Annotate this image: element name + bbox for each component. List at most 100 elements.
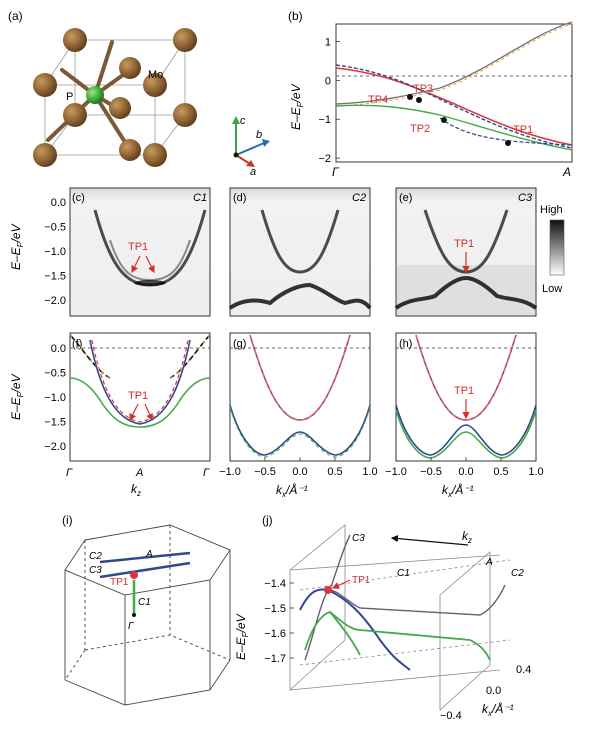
axis-a-label: a	[250, 166, 256, 178]
f-xtick-gamma-right: Γ	[203, 467, 210, 479]
tick-label: −2.0	[44, 295, 66, 307]
kx-ticks-h: −1.0 −0.5 0.0 0.5 1.0	[385, 457, 544, 478]
calc-row: E–EF/eV 0.0 −0.5 −1.0 −1.5 −2.0 (f) TP1 Γ A …	[9, 332, 544, 499]
tick-label: −1.5	[44, 271, 66, 283]
tp1-label-e: TP1	[454, 238, 474, 250]
j-c1-label: C1	[397, 568, 410, 579]
tick-label: −1	[318, 114, 331, 126]
panel-d: (d) C2	[228, 187, 372, 317]
panel-b-label: (b)	[288, 9, 303, 23]
tick-label: 0.0	[51, 197, 66, 209]
g-xlabel: kx/Å⁻¹	[276, 482, 308, 499]
tick-label: −1.0	[44, 392, 66, 404]
y-ticks: 1 0 −1 −2	[318, 36, 340, 165]
cut-c2-label: C2	[352, 192, 366, 204]
tick-label: −0.5	[44, 222, 66, 234]
kx-ticks-g: −1.0 −0.5 0.0 0.5 1.0	[219, 457, 378, 478]
panel-e-label: (e)	[399, 192, 412, 204]
tick-label: −0.5	[420, 466, 442, 478]
axis-b-label: b	[256, 129, 262, 141]
tick-label: 0.5	[327, 466, 342, 478]
tp3-label: TP3	[413, 83, 433, 95]
cut-c1-label: C1	[193, 192, 207, 204]
p-atom	[86, 86, 104, 104]
tp1-label-h: TP1	[454, 385, 474, 397]
mo-label: Mo	[148, 69, 163, 81]
cut-c2-line	[99, 551, 191, 564]
arpes-y-axis-label: E–EF/eV	[9, 223, 25, 270]
y-axis-label: E–EF/eV	[289, 83, 305, 130]
tick-label: −1.5	[44, 417, 66, 429]
panel-a: (a) P Mo	[8, 9, 270, 178]
j-y-ticks: −1.4 −1.5 −1.6 −1.7	[264, 578, 294, 665]
j-kx-tick-0: 0.4	[516, 664, 531, 676]
arpes-y-ticks: 0.0 −0.5 −1.0 −1.5 −2.0	[44, 197, 74, 307]
tick-label: 1.0	[362, 466, 377, 478]
tick-label: 0.0	[458, 466, 473, 478]
band-curves	[335, 21, 573, 151]
j-tp1-point	[324, 586, 332, 594]
panel-f: (f) TP1 Γ A Γ kz	[66, 332, 211, 498]
j-kx-tick-2: −0.4	[440, 710, 462, 722]
plot-frame	[335, 23, 573, 163]
tick-label: 1	[325, 36, 331, 48]
calc-y-ticks: 0.0 −0.5 −1.0 −1.5 −2.0	[44, 343, 74, 453]
tick-label: −1.4	[264, 578, 286, 590]
i-gamma-label: Γ	[128, 621, 135, 632]
i-tp1-label: TP1	[110, 577, 129, 588]
crossing-points: TP1 TP2 TP3 TP4	[368, 83, 533, 146]
tp1-point	[130, 571, 138, 579]
colorbar-high-label: High	[540, 204, 563, 216]
panel-i-label: (i)	[62, 513, 73, 527]
j-a-label: A	[485, 557, 493, 568]
tick-label: −2	[318, 153, 331, 165]
j-tp1-label: TP1	[352, 575, 371, 586]
tick-label: 0.5	[493, 466, 508, 478]
i-c2-label: C2	[89, 551, 102, 562]
panel-j: (j) kz −1.4 −1.5 −1.6 −1.7 E–EF/eV C3 C1 C2…	[234, 513, 531, 722]
panel-j-label: (j)	[262, 513, 273, 527]
tick-label: 1.0	[528, 466, 543, 478]
tick-label: −1.7	[264, 653, 286, 665]
tick-label: −1.5	[264, 603, 286, 615]
panel-e: (e) C3 TP1	[394, 187, 538, 317]
cut-planes	[289, 524, 511, 711]
calc-y-axis-label: E–EF/eV	[9, 373, 25, 420]
panel-c: (c) C1 TP1	[69, 187, 211, 317]
kz-arrow	[390, 534, 469, 546]
panel-g-label: (g)	[233, 338, 246, 350]
tick-label: −0.5	[44, 368, 66, 380]
tick-label: 0.0	[51, 343, 66, 355]
j-c3-label: C3	[352, 533, 365, 544]
tick-label: −1.0	[385, 466, 407, 478]
tick-label: −0.5	[254, 466, 276, 478]
tp2-label: TP2	[410, 123, 430, 135]
cut-c3-label: C3	[518, 192, 533, 204]
p-label: P	[66, 91, 73, 103]
panel-h: (h) TP1	[395, 332, 537, 462]
colorbar: High Low	[540, 204, 565, 295]
panel-b: (b) 1 0 −1 −2 E–EF/eV Γ A TP1 TP2 TP3 TP4	[288, 9, 573, 179]
tp1-label: TP1	[513, 124, 533, 136]
tp4-label: TP4	[368, 94, 388, 106]
panel-g: (g)	[229, 332, 371, 462]
x-tick-a: A	[562, 165, 571, 179]
j-kx-tick-1: 0.0	[486, 685, 501, 697]
h-xlabel: kx/Å⁻¹	[442, 482, 474, 499]
mo-atoms	[33, 28, 197, 167]
i-c1-label: C1	[138, 597, 151, 608]
x-tick-gamma: Γ	[332, 165, 340, 179]
panel-a-label: (a)	[8, 9, 23, 23]
tp1-label-f: TP1	[128, 390, 148, 402]
j-kx-label: kx/Å⁻¹	[482, 701, 514, 718]
tick-label: −2.0	[44, 441, 66, 453]
brillouin-zone	[64, 524, 231, 706]
f-xlabel: kz	[131, 482, 141, 498]
tp1-label-c: TP1	[128, 241, 148, 253]
tick-label: −1.0	[44, 246, 66, 258]
arpes-row: E–EF/eV 0.0 −0.5 −1.0 −1.5 −2.0 (c) C1 TP1 (…	[9, 187, 565, 317]
f-xtick-gamma-left: Γ	[66, 467, 73, 479]
f-xtick-a: A	[135, 467, 143, 479]
